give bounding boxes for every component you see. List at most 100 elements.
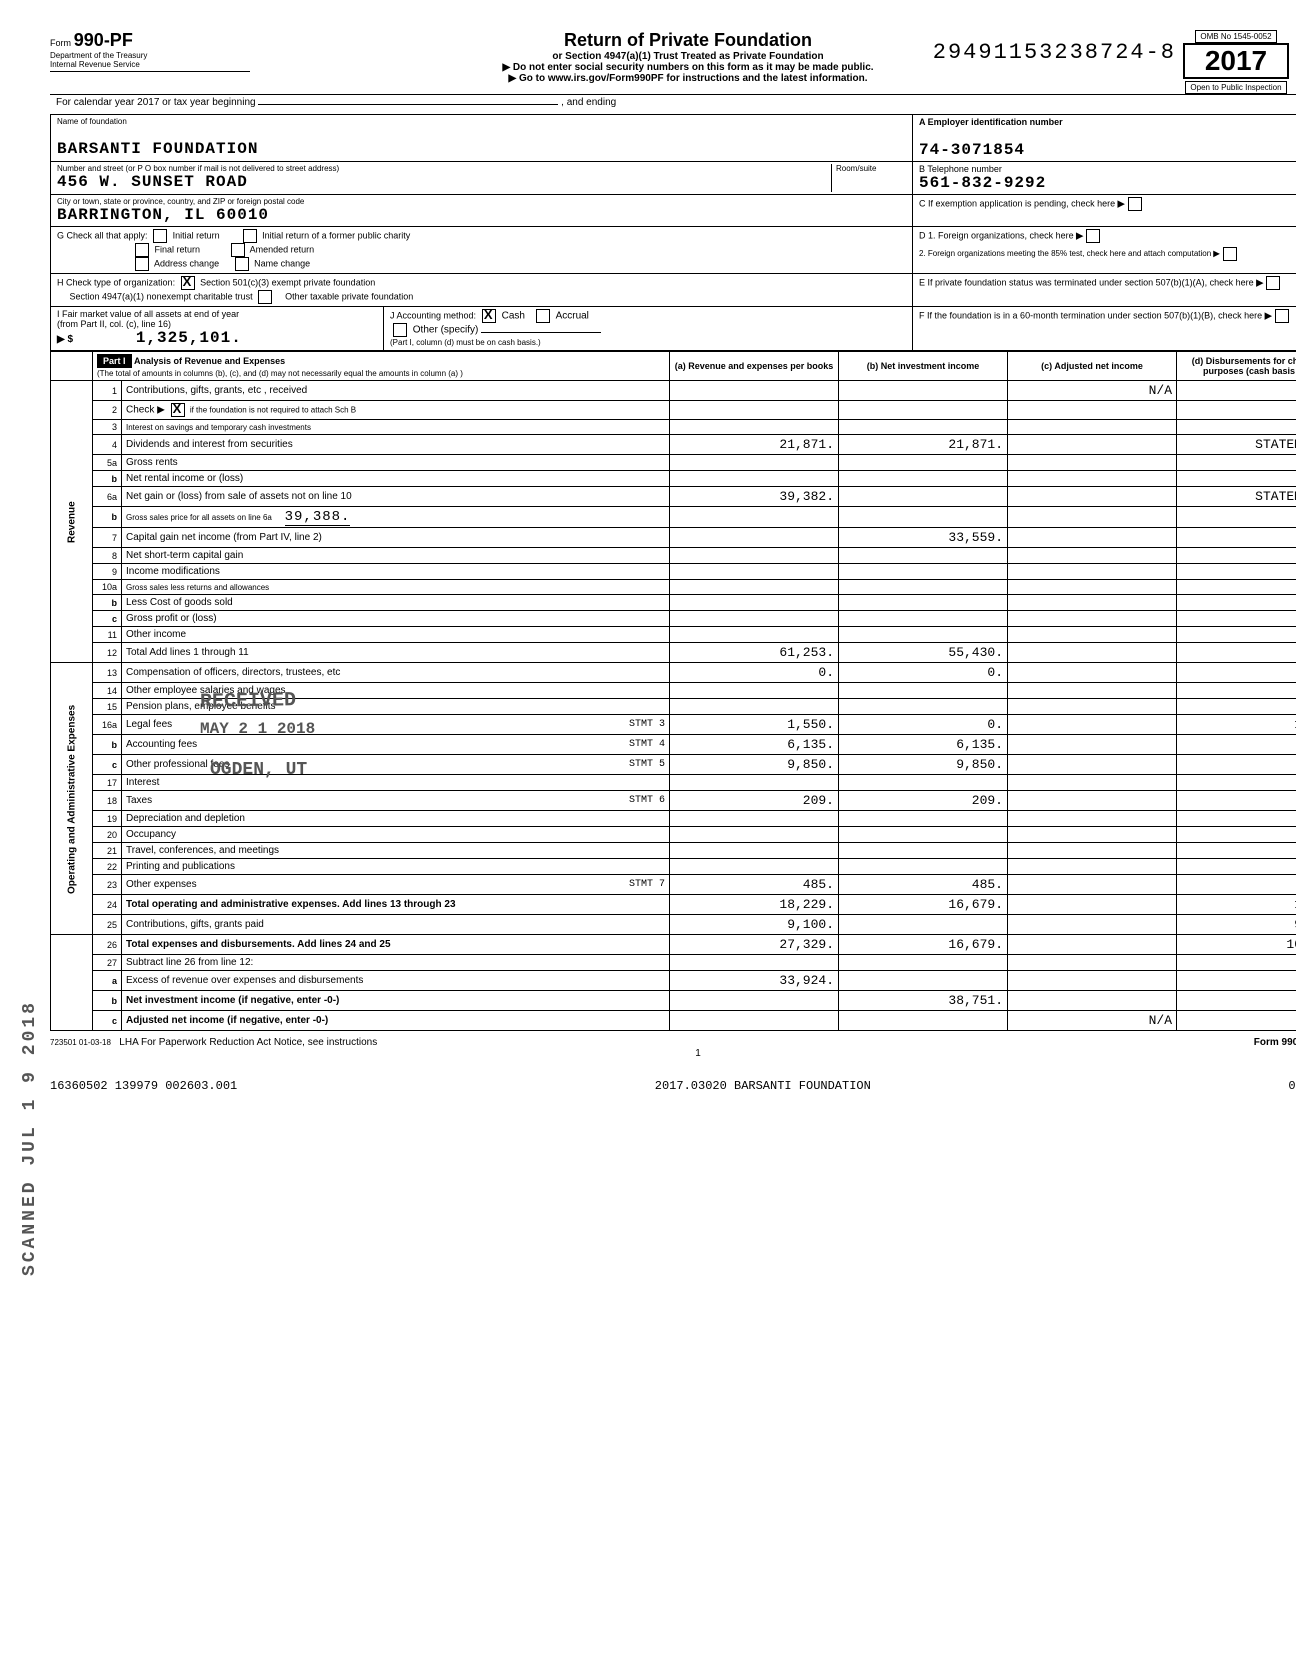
l27b-b: 38,751. xyxy=(839,991,1008,1011)
g-final[interactable] xyxy=(135,243,149,257)
j-cash-checkbox[interactable] xyxy=(482,309,496,323)
city-value: BARRINGTON, IL 60010 xyxy=(57,206,906,224)
revenue-side-label: Revenue xyxy=(51,381,93,663)
l18-a: 209. xyxy=(670,791,839,811)
l27c-c: N/A xyxy=(1008,1011,1177,1031)
col-d-header: (d) Disbursements for charitable purpose… xyxy=(1177,352,1296,381)
e-label: E If private foundation status was termi… xyxy=(919,277,1254,287)
l26-b: 16,679. xyxy=(839,935,1008,955)
street-value: 456 W. SUNSET ROAD xyxy=(57,173,831,191)
g-initial[interactable] xyxy=(153,229,167,243)
f-checkbox[interactable] xyxy=(1275,309,1289,323)
g-address[interactable] xyxy=(135,257,149,271)
line-6a: Net gain or (loss) from sale of assets n… xyxy=(122,487,670,507)
part1-note: (The total of amounts in columns (b), (c… xyxy=(97,369,463,378)
line-7: Capital gain net income (from Part IV, l… xyxy=(122,528,670,548)
l23-d: 0. xyxy=(1177,875,1296,895)
g-opt-former: Initial return of a former public charit… xyxy=(262,230,410,240)
h-4947-label: Section 4947(a)(1) nonexempt charitable … xyxy=(70,291,253,301)
line-2-suffix: if the foundation is not required to att… xyxy=(188,406,357,415)
e-checkbox[interactable] xyxy=(1266,276,1280,290)
line-22: Printing and publications xyxy=(122,859,670,875)
line-5a: Gross rents xyxy=(122,455,670,471)
j-accrual-label: Accrual xyxy=(556,311,589,322)
c-checkbox[interactable] xyxy=(1128,197,1142,211)
foundation-name: BARSANTI FOUNDATION xyxy=(57,140,906,158)
g-amended[interactable] xyxy=(231,243,245,257)
j-accrual-checkbox[interactable] xyxy=(536,309,550,323)
room-label: Room/suite xyxy=(836,164,906,173)
ein-value: 74-3071854 xyxy=(919,141,1296,159)
line-16a: Legal fees xyxy=(126,719,172,730)
received-stamp: RECEIVED xyxy=(200,689,296,714)
g-name[interactable] xyxy=(235,257,249,271)
l26-d: 10,650. xyxy=(1177,935,1296,955)
bottom-mid: 2017.03020 BARSANTI FOUNDATION xyxy=(655,1079,871,1093)
j-other-checkbox[interactable] xyxy=(393,323,407,337)
l24-b: 16,679. xyxy=(839,895,1008,915)
c-label: C If exemption application is pending, c… xyxy=(919,198,1115,208)
street-label: Number and street (or P O box number if … xyxy=(57,164,831,173)
line-11: Other income xyxy=(122,627,670,643)
h-4947-checkbox[interactable] xyxy=(258,290,272,304)
l26-a: 27,329. xyxy=(670,935,839,955)
l25-a: 9,100. xyxy=(670,915,839,935)
col-c-header: (c) Adjusted net income xyxy=(1008,352,1177,381)
ein-label: A Employer identification number xyxy=(919,117,1063,127)
stmt-7: STMT 7 xyxy=(629,879,665,890)
stamp-number: 29491153238724-8 xyxy=(933,40,1176,65)
warn-url: ▶ Go to www.irs.gov/Form990PF for instru… xyxy=(250,73,1126,84)
l16b-b: 6,135. xyxy=(839,735,1008,755)
part1-label: Part I xyxy=(97,354,132,368)
g-opt-initial: Initial return xyxy=(173,230,220,240)
stmt-5: STMT 5 xyxy=(629,759,665,770)
line-12: Total Add lines 1 through 11 xyxy=(122,643,670,663)
line-4: Dividends and interest from securities xyxy=(122,435,670,455)
line-10a: Gross sales less returns and allowances xyxy=(122,580,670,595)
ogden-stamp: OGDEN, UT xyxy=(210,760,307,780)
l6b-val: 39,388. xyxy=(285,509,351,526)
h-501-checkbox[interactable] xyxy=(181,276,195,290)
l27a-a: 33,924. xyxy=(670,971,839,991)
j-label: J Accounting method: xyxy=(390,311,476,321)
footer-lha: LHA For Paperwork Reduction Act Notice, … xyxy=(119,1037,377,1048)
line-2: Check ▶ xyxy=(126,405,168,416)
line-27: Subtract line 26 from line 12: xyxy=(122,955,670,971)
page-number: 1 xyxy=(50,1048,1296,1059)
g-opt-final: Final return xyxy=(155,244,201,254)
l2-checkbox[interactable] xyxy=(171,403,185,417)
l16a-d: 1,550. xyxy=(1177,715,1296,735)
stmt-3: STMT 3 xyxy=(629,719,665,730)
l18-b: 209. xyxy=(839,791,1008,811)
stmt-2: STATEMENT 2 xyxy=(1177,435,1296,455)
d2-checkbox[interactable] xyxy=(1223,247,1237,261)
l24-d: 1,550. xyxy=(1177,895,1296,915)
tax-year: 2017 xyxy=(1183,43,1289,79)
city-label: City or town, state or province, country… xyxy=(57,197,906,206)
l13-d: 0. xyxy=(1177,663,1296,683)
l16a-b: 0. xyxy=(839,715,1008,735)
col-b-header: (b) Net investment income xyxy=(839,352,1008,381)
l12-b: 55,430. xyxy=(839,643,1008,663)
l23-b: 485. xyxy=(839,875,1008,895)
col-a-header: (a) Revenue and expenses per books xyxy=(670,352,839,381)
cal-year-line: For calendar year 2017 or tax year begin… xyxy=(56,97,256,108)
j-cash-label: Cash xyxy=(502,311,525,322)
name-label: Name of foundation xyxy=(57,117,906,126)
line-13: Compensation of officers, directors, tru… xyxy=(122,663,670,683)
d1-checkbox[interactable] xyxy=(1086,229,1100,243)
line-27b: Net investment income (if negative, ente… xyxy=(126,995,339,1006)
h-other-label: Other taxable private foundation xyxy=(285,291,413,301)
form-number: 990-PF xyxy=(74,30,133,50)
phone-label: B Telephone number xyxy=(919,164,1296,174)
l16c-a: 9,850. xyxy=(670,755,839,775)
stmt-6: STMT 6 xyxy=(629,795,665,806)
open-inspection: Open to Public Inspection xyxy=(1185,81,1286,94)
g-initial-former[interactable] xyxy=(243,229,257,243)
footer-code: 723501 01-03-18 xyxy=(50,1038,111,1047)
scanned-stamp: SCANNED JUL 1 9 2018 xyxy=(20,1000,40,1276)
footer-form: Form 990-PF (2017) xyxy=(1254,1037,1296,1048)
part1-title: Analysis of Revenue and Expenses xyxy=(134,356,285,366)
l23-a: 485. xyxy=(670,875,839,895)
i-label: I Fair market value of all assets at end… xyxy=(57,309,377,319)
